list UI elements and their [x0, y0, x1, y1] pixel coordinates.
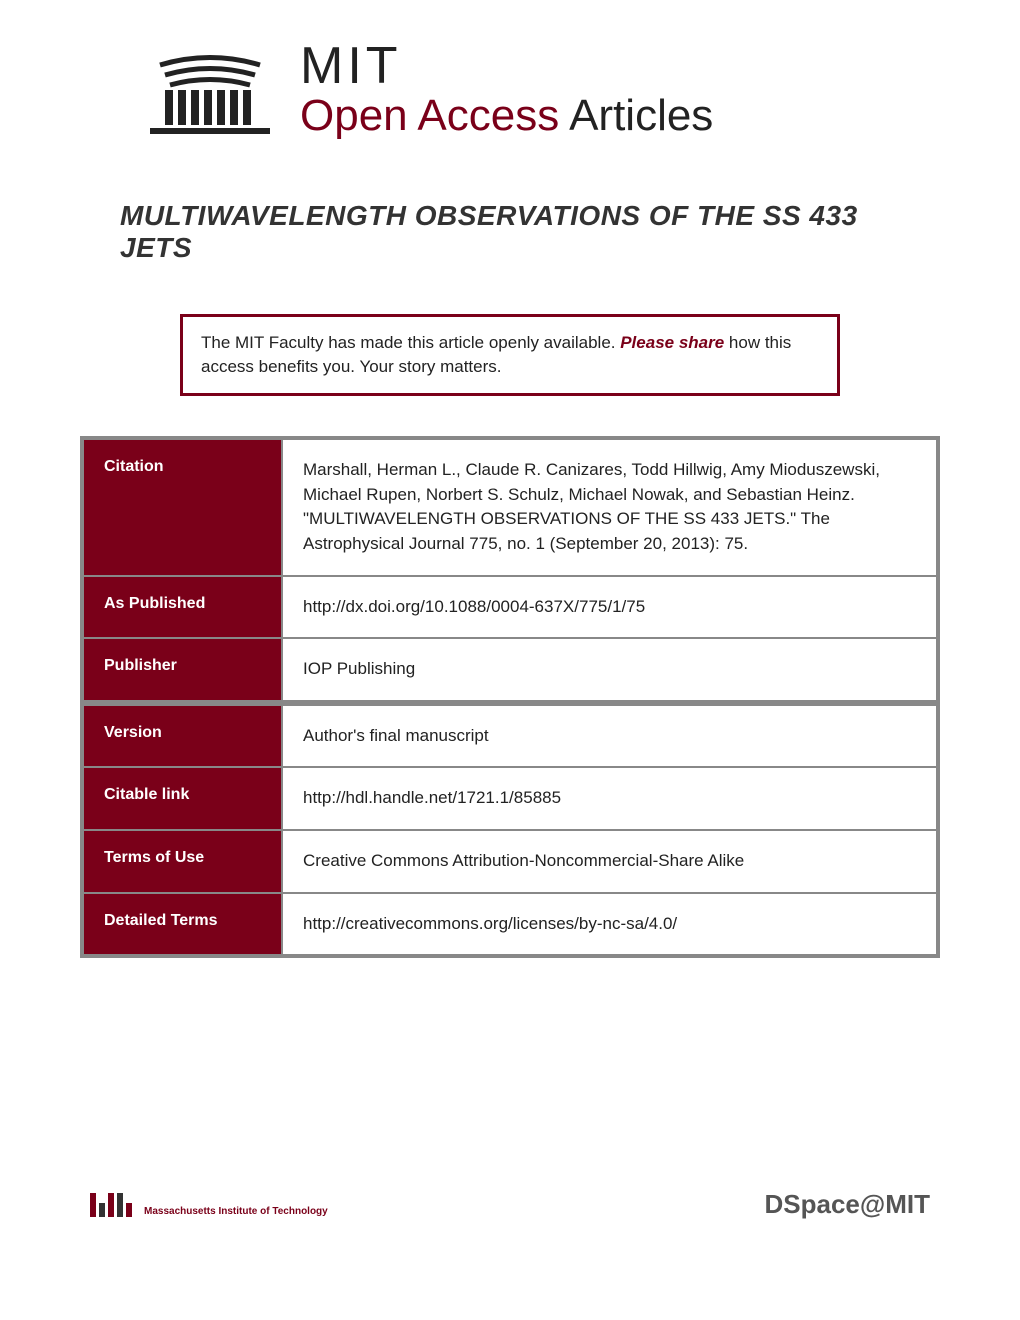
building-icon — [140, 40, 280, 140]
please-share-link[interactable]: Please share — [620, 333, 724, 352]
table-row: Citation Marshall, Herman L., Claude R. … — [82, 438, 938, 576]
article-title: MULTIWAVELENGTH OBSERVATIONS OF THE SS 4… — [120, 200, 900, 264]
table-row: As Published http://dx.doi.org/10.1088/0… — [82, 576, 938, 639]
logo-text-block: MIT Open Access Articles — [300, 40, 713, 140]
open-access-text: Open Access — [300, 91, 559, 140]
dspace-logo: DSpace@MIT — [765, 1189, 931, 1220]
table-row: Publisher IOP Publishing — [82, 638, 938, 701]
detailed-terms-value[interactable]: http://creativecommons.org/licenses/by-n… — [282, 893, 938, 957]
version-label: Version — [82, 705, 282, 768]
table-row: Terms of Use Creative Commons Attributio… — [82, 830, 938, 893]
version-value: Author's final manuscript — [282, 705, 938, 768]
share-prefix: The MIT Faculty has made this article op… — [201, 333, 620, 352]
mit-bars-icon — [90, 1193, 132, 1217]
publisher-value: IOP Publishing — [282, 638, 938, 701]
citation-label: Citation — [82, 438, 282, 576]
terms-label: Terms of Use — [82, 830, 282, 893]
logo-subtitle: Open Access Articles — [300, 92, 713, 140]
footer: Massachusetts Institute of Technology DS… — [0, 1189, 1020, 1220]
articles-text: Articles — [559, 91, 713, 140]
table-row: Version Author's final manuscript — [82, 705, 938, 768]
header-logo: MIT Open Access Articles — [0, 0, 1020, 140]
citable-link-value[interactable]: http://hdl.handle.net/1721.1/85885 — [282, 767, 938, 830]
metadata-table: Citation Marshall, Herman L., Claude R. … — [80, 436, 940, 958]
as-published-label: As Published — [82, 576, 282, 639]
logo-mit-text: MIT — [300, 40, 713, 92]
citation-value: Marshall, Herman L., Claude R. Canizares… — [282, 438, 938, 576]
publisher-label: Publisher — [82, 638, 282, 701]
citable-link-label: Citable link — [82, 767, 282, 830]
mit-footer-logo: Massachusetts Institute of Technology — [90, 1193, 328, 1217]
detailed-terms-label: Detailed Terms — [82, 893, 282, 957]
title-section: MULTIWAVELENGTH OBSERVATIONS OF THE SS 4… — [0, 140, 1020, 264]
share-box: The MIT Faculty has made this article op… — [180, 314, 840, 396]
terms-value: Creative Commons Attribution-Noncommerci… — [282, 830, 938, 893]
as-published-value[interactable]: http://dx.doi.org/10.1088/0004-637X/775/… — [282, 576, 938, 639]
mit-footer-text: Massachusetts Institute of Technology — [144, 1206, 328, 1217]
table-row: Citable link http://hdl.handle.net/1721.… — [82, 767, 938, 830]
table-row: Detailed Terms http://creativecommons.or… — [82, 893, 938, 957]
